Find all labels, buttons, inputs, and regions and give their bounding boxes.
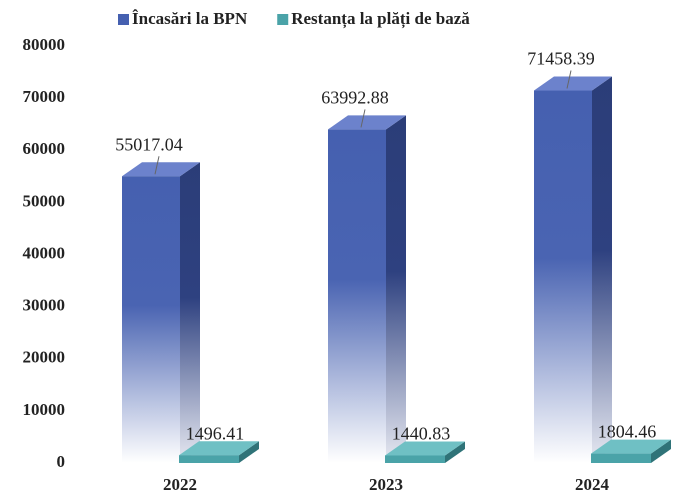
leader-line [566, 70, 572, 89]
data-label: 71458.39 [527, 49, 595, 69]
bar-side [239, 441, 259, 463]
y-tick-label: 60000 [23, 139, 66, 158]
bar-side [180, 162, 200, 463]
x-tick-label: 2024 [575, 475, 610, 494]
legend-label: Încasări la BPN [132, 9, 248, 28]
data-label: 1496.41 [186, 423, 245, 443]
bar-top [122, 162, 200, 177]
data-label: 1804.46 [598, 422, 657, 442]
bar-top [179, 441, 259, 456]
bar-side [592, 76, 612, 464]
leader-line [360, 109, 366, 128]
legend-marker [277, 14, 289, 25]
bar [122, 176, 180, 463]
bar-side [386, 115, 406, 464]
legend-marker [118, 14, 129, 25]
y-tick-label: 80000 [23, 35, 66, 54]
x-tick-label: 2023 [369, 475, 403, 494]
y-tick-label: 70000 [23, 87, 66, 106]
leader-line [154, 156, 160, 175]
bar-top [328, 115, 406, 130]
y-tick-label: 10000 [23, 400, 66, 419]
bar [385, 455, 445, 463]
legend-label: Restanța la plăți de bază [291, 9, 470, 29]
y-tick-label: 40000 [23, 243, 66, 262]
bar [591, 453, 651, 463]
bar-top [591, 439, 671, 454]
y-tick-label: 30000 [23, 296, 66, 315]
bar [179, 455, 239, 463]
bar [328, 129, 386, 463]
bar [534, 90, 592, 464]
y-tick-label: 0 [57, 452, 66, 471]
data-label: 55017.04 [115, 134, 183, 154]
bar-side [445, 441, 465, 463]
bar-top [385, 441, 465, 456]
data-label: 1440.83 [392, 424, 451, 444]
x-tick-label: 2022 [163, 475, 197, 494]
bar-top [534, 76, 612, 91]
bar-side [651, 439, 671, 463]
data-label: 63992.88 [321, 88, 389, 108]
y-tick-label: 50000 [23, 191, 66, 210]
y-tick-label: 20000 [23, 348, 66, 367]
